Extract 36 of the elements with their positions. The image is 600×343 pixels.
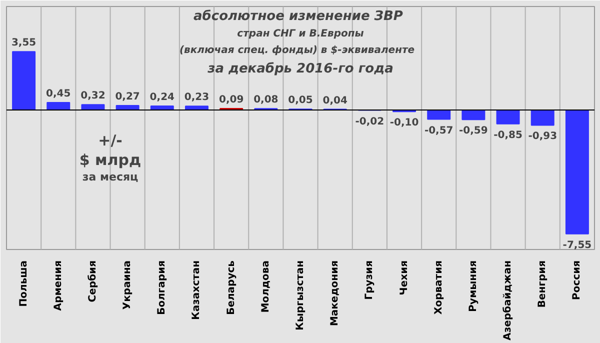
data-label: 0,05: [288, 95, 313, 106]
text: абсолютное изменение ЗВР стран СНГ и В.Европы (включая спец. фонды) в $-эквиваленте за декабрь 2016-го года: [179, 8, 415, 77]
x-tick-label: Сербия: [87, 260, 98, 302]
data-label: 0,27: [115, 92, 140, 103]
x-tick-label: Румыния: [468, 260, 479, 312]
data-label: -0,02: [355, 116, 384, 128]
x-tick-label: Беларусь: [226, 260, 237, 315]
data-label: 0,24: [150, 92, 175, 103]
data-label: -0,93: [528, 131, 558, 142]
x-tick-label: Азербайджан: [502, 260, 514, 340]
x-tick-label: Польша: [18, 260, 30, 307]
data-label: -0,57: [424, 125, 454, 136]
x-tick-label: Молдова: [260, 260, 272, 313]
x-tick-label: Венгрия: [537, 260, 548, 308]
x-tick-label: Казахстан: [191, 260, 202, 320]
x-tick-label: Армения: [52, 260, 64, 311]
x-tick-label: Болгария: [156, 260, 168, 315]
x-tick-label: Македония: [330, 260, 341, 326]
x-tick-label: Россия: [572, 260, 583, 300]
data-label: 0,04: [322, 95, 348, 106]
x-tick-label: Украина: [122, 260, 134, 310]
data-label: 0,08: [254, 94, 278, 106]
x-tick-label: Грузия: [364, 260, 376, 300]
data-label: -0,59: [459, 126, 488, 137]
data-label: 0,45: [46, 88, 71, 100]
annotation: +/- $ млрд за месяц: [79, 131, 142, 184]
x-tick-label: Кыргызстан: [295, 260, 306, 330]
x-tick-label: Чехия: [398, 260, 410, 296]
data-label: 0,23: [184, 92, 210, 104]
data-label: 3,55: [11, 38, 36, 49]
data-label: -7,55: [562, 240, 592, 251]
x-tick-label: Хорватия: [433, 260, 444, 315]
data-label: -0,10: [390, 118, 419, 129]
data-label: 0,32: [80, 90, 106, 102]
data-label: -0,85: [494, 130, 522, 141]
data-label: 0,09: [218, 94, 244, 106]
